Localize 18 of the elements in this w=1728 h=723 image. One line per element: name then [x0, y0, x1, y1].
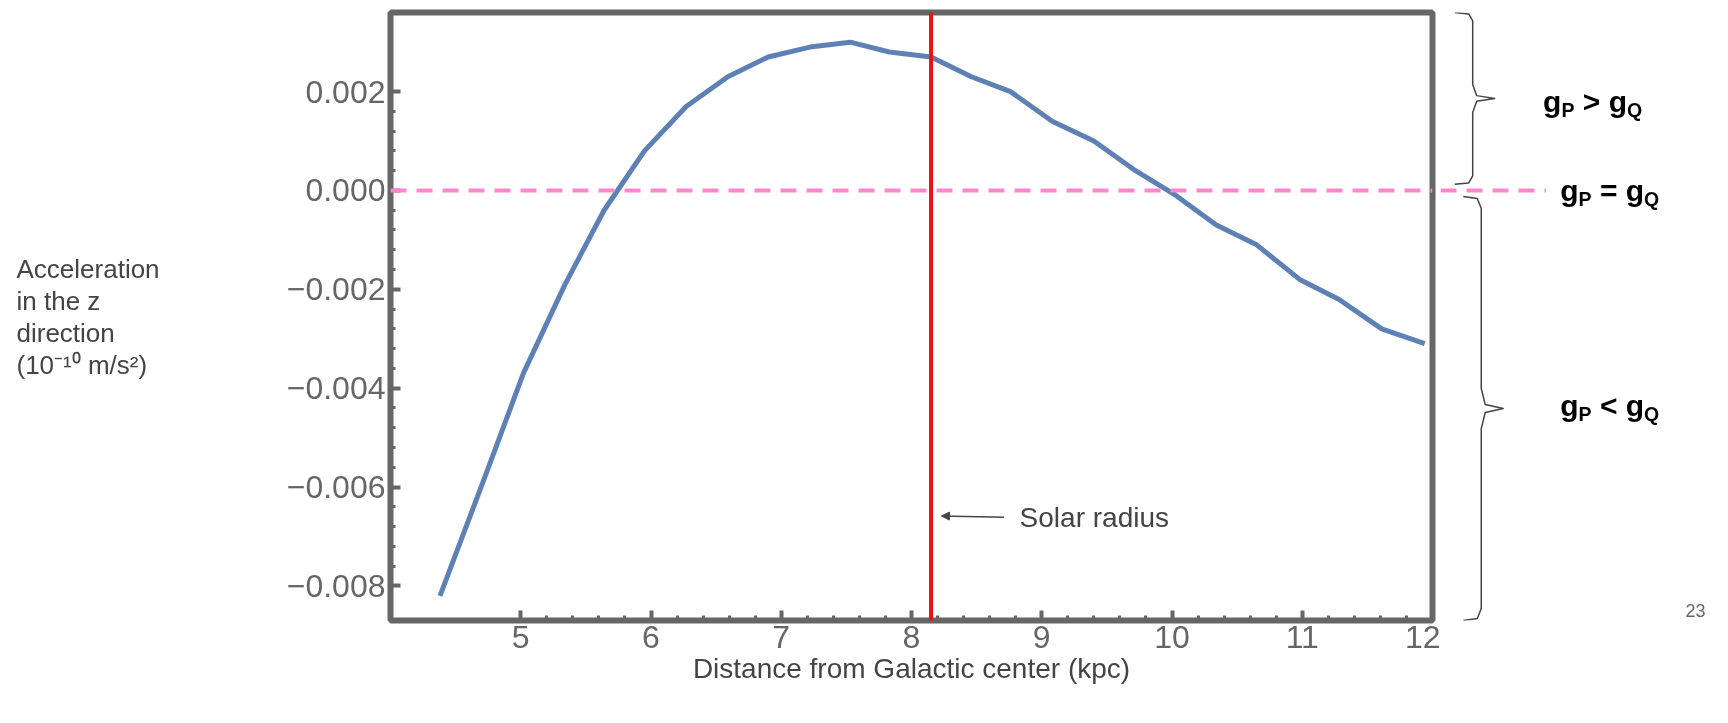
x-tick-label: 11 [1285, 618, 1319, 655]
y-tick-label: −0.002 [286, 271, 386, 308]
y-tick-label: 0.000 [305, 172, 386, 209]
x-tick-label: 6 [642, 618, 660, 655]
x-tick-label: 8 [902, 618, 921, 655]
x-axis-title: Distance from Galactic center (kpc) [692, 652, 1131, 684]
y-axis-title: Acceleration in the z direction (10⁻¹⁰ m/s²) [16, 253, 160, 380]
x-tick-label: 7 [772, 618, 791, 655]
y-tick-label: −0.006 [286, 469, 386, 506]
text: 23 [1685, 600, 1706, 621]
x-tick-label: 9 [1032, 618, 1051, 655]
y-tick-label: −0.008 [286, 567, 386, 604]
x-tick-label: 12 [1404, 618, 1441, 655]
x-tick-label: 5 [511, 618, 530, 655]
y-tick-label: −0.004 [286, 370, 386, 407]
y-tick-label: 0.002 [305, 73, 386, 110]
x-tick-label: 10 [1154, 618, 1190, 655]
ref-line-label: Solar radius [1019, 501, 1170, 533]
